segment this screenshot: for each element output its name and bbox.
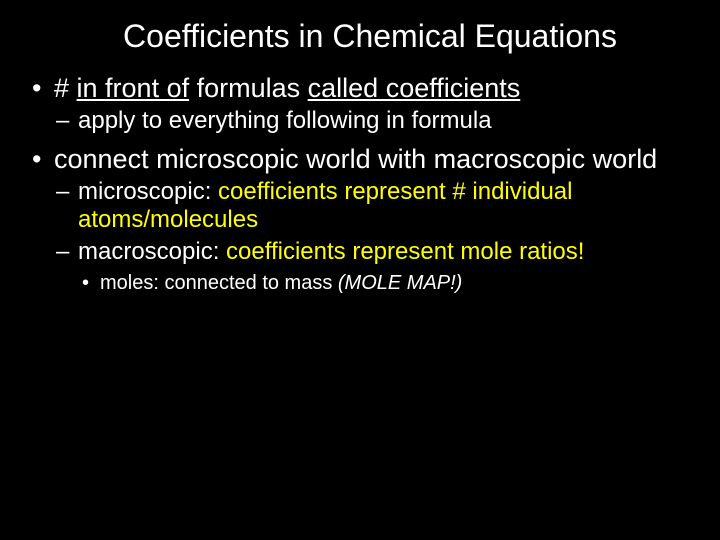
sub-bullet: apply to everything following in formula [54,107,692,136]
slide-container: Coefficients in Chemical Equations # in … [0,0,720,540]
text-fragment: microscopic: [78,178,218,205]
text-fragment: connect microscopic world with macroscop… [54,144,657,174]
bullet-list-level3: moles: connected to mass (MOLE MAP!) [78,271,692,296]
text-fragment-underline: called coefficients [308,73,521,103]
text-fragment: moles: connected to mass [100,272,338,294]
text-fragment-highlight: coefficients represent mole ratios! [226,238,584,265]
bullet-list-level1: # in front of formulas called coefficien… [28,73,692,296]
text-fragment: apply to everything following in formula [78,107,492,134]
text-fragment: formulas [189,73,308,103]
bullet-1: # in front of formulas called coefficien… [28,73,692,136]
slide-content: # in front of formulas called coefficien… [28,73,692,296]
text-fragment: macroscopic: [78,238,226,265]
text-fragment: # [54,73,77,103]
bullet-list-level2: apply to everything following in formula [54,107,692,136]
sub-bullet-macroscopic: macroscopic: coefficients represent mole… [54,238,692,296]
text-fragment-underline: in front of [77,73,190,103]
bullet-1-text: # in front of formulas called coefficien… [54,73,520,103]
bullet-2: connect microscopic world with macroscop… [28,144,692,296]
sub-bullet-microscopic: microscopic: coefficients represent # in… [54,178,692,236]
bullet-list-level2: microscopic: coefficients represent # in… [54,178,692,296]
slide-title: Coefficients in Chemical Equations [28,18,692,55]
sub-sub-bullet: moles: connected to mass (MOLE MAP!) [78,271,692,296]
text-fragment-italic: (MOLE MAP!) [338,272,462,294]
